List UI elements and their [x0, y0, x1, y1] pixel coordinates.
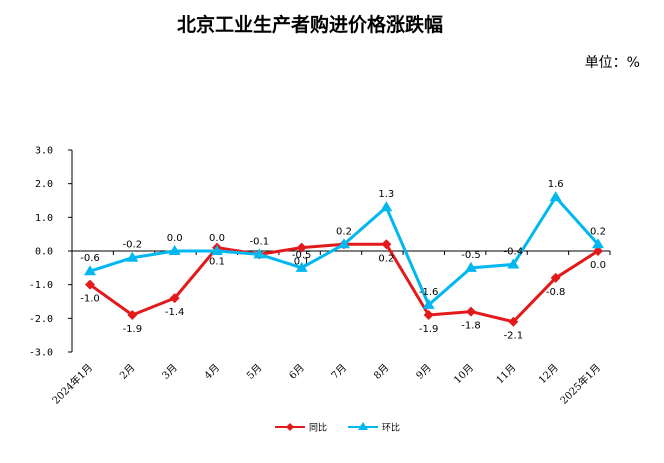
data-label-series-1: -2.1 — [504, 331, 524, 342]
y-tick-label: 1.0 — [35, 213, 53, 224]
data-label-series-1: 0.0 — [590, 260, 606, 271]
data-label-series-1: -0.8 — [546, 287, 566, 298]
data-label-series-2: 1.6 — [548, 179, 564, 190]
series-2-point — [168, 245, 181, 255]
legend-marker-2 — [358, 422, 368, 430]
data-label-series-2: -0.6 — [80, 253, 100, 264]
series-1-point — [466, 306, 476, 317]
x-category-label: 8月 — [371, 362, 391, 382]
data-label-series-2: 1.3 — [378, 189, 394, 200]
series-1-point — [508, 316, 519, 327]
series-2-point — [126, 251, 139, 262]
y-tick-label: -1.0 — [29, 280, 53, 291]
x-category-label: 2024年1月 — [49, 361, 95, 407]
series-1-point — [296, 242, 307, 253]
x-category-label: 4月 — [202, 362, 222, 382]
series-1-point — [169, 293, 180, 304]
legend-label-1: 同比 — [309, 422, 327, 434]
x-category-label: 9月 — [414, 362, 434, 382]
data-label-series-2: -0.1 — [250, 236, 270, 247]
y-tick-label: -3.0 — [29, 348, 53, 359]
x-category-label: 5月 — [244, 362, 264, 382]
data-label-series-2: 0.2 — [336, 226, 352, 237]
series-1-point — [127, 309, 138, 320]
series-2-point — [295, 261, 308, 272]
x-category-label: 12月 — [536, 362, 561, 387]
data-label-series-2: -0.2 — [123, 240, 143, 251]
data-label-series-2: -1.6 — [419, 287, 439, 298]
series-2-point — [592, 238, 604, 249]
unit-label: 单位：% — [584, 55, 640, 71]
data-label-series-1: -1.0 — [80, 294, 100, 305]
series-2-point — [211, 245, 223, 255]
y-tick-label: 0.0 — [35, 247, 53, 258]
data-label-series-1: -1.9 — [419, 324, 439, 335]
x-category-label: 11月 — [494, 362, 519, 387]
chart-title: 北京工业生产者购进价格涨跌幅 — [176, 14, 443, 36]
data-label-series-1: -1.8 — [461, 321, 481, 332]
legend-label-2: 环比 — [382, 422, 400, 434]
series-1-point — [381, 239, 392, 250]
data-label-series-1: -1.4 — [165, 307, 185, 318]
series-2-point — [549, 191, 562, 202]
data-label-series-2: 0.0 — [209, 233, 225, 244]
series-2-point — [422, 298, 435, 309]
series-1-point — [85, 279, 95, 290]
series-2-point — [84, 265, 96, 276]
data-label-series-1: -1.9 — [123, 324, 143, 335]
series-2-point — [507, 258, 520, 269]
x-category-label: 6月 — [287, 362, 307, 382]
x-category-label: 2月 — [117, 362, 137, 382]
data-label-series-2: 0.2 — [590, 226, 606, 237]
series-2-point — [253, 248, 266, 259]
y-tick-label: 3.0 — [35, 146, 53, 157]
series-2-point — [465, 261, 477, 272]
series-2-point — [380, 201, 393, 212]
series-1-point — [423, 309, 434, 320]
data-label-series-2: -0.4 — [504, 246, 524, 257]
y-tick-label: 2.0 — [35, 179, 53, 190]
series-2-point — [338, 238, 350, 249]
y-tick-label: -2.0 — [29, 314, 53, 325]
data-label-series-1: 0.1 — [209, 257, 225, 268]
x-category-label: 3月 — [160, 362, 180, 382]
series-1-point — [550, 272, 561, 283]
series-1-point — [593, 246, 603, 256]
data-label-series-2: -0.5 — [292, 250, 312, 261]
data-label-series-1: 0.2 — [378, 253, 394, 264]
legend-marker-1 — [286, 423, 294, 431]
data-label-series-2: -0.5 — [461, 250, 481, 261]
x-category-label: 2025年1月 — [557, 361, 603, 407]
x-category-label: 10月 — [452, 362, 477, 387]
x-category-label: 7月 — [329, 362, 349, 382]
data-label-series-2: 0.0 — [167, 233, 183, 244]
